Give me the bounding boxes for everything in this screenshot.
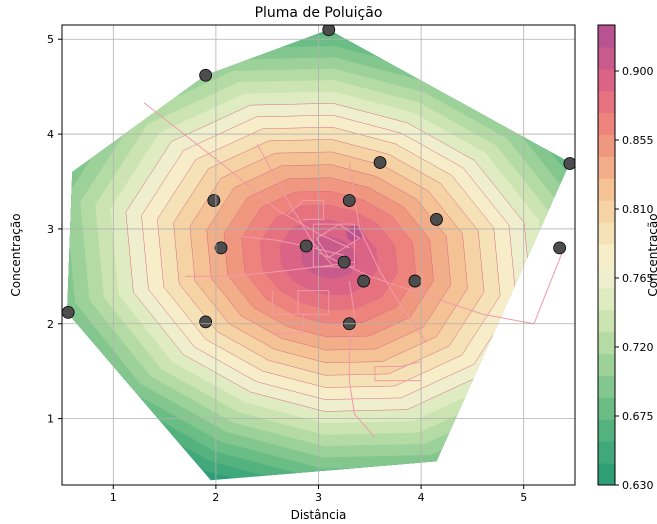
- colorbar-segment: [598, 69, 615, 91]
- scatter-point: [430, 213, 442, 225]
- colorbar-segment: [598, 375, 615, 397]
- scatter-point: [358, 275, 370, 287]
- colorbar-segment: [598, 354, 615, 376]
- plot-title: Pluma de Poluição: [255, 5, 383, 21]
- colorbar-segment: [598, 91, 615, 113]
- colorbar-segment: [598, 178, 615, 200]
- colorbar-segment: [598, 47, 615, 69]
- colorbar-segment: [598, 25, 615, 47]
- xtick-label: 4: [418, 491, 425, 504]
- colorbar-segment: [598, 222, 615, 244]
- scatter-point: [564, 157, 576, 169]
- scatter-point: [343, 194, 355, 206]
- colorbar-tick-label: 0.630: [622, 479, 654, 492]
- colorbar-segment: [598, 310, 615, 332]
- colorbar-tick-label: 0.900: [622, 65, 654, 78]
- y-axis-label: Concentração: [9, 213, 23, 296]
- colorbar-segment: [598, 135, 615, 157]
- scatter-point: [62, 306, 74, 318]
- x-axis-label: Distância: [291, 508, 347, 522]
- xtick-label: 2: [212, 491, 219, 504]
- colorbar-tick-label: 0.675: [622, 410, 654, 423]
- scatter-point: [200, 69, 212, 81]
- colorbar-tick-label: 0.720: [622, 341, 654, 354]
- colorbar-segment: [598, 441, 615, 463]
- ytick-label: 1: [47, 413, 54, 426]
- scatter-point: [215, 242, 227, 254]
- scatter-point: [374, 157, 386, 169]
- scatter-point: [338, 256, 350, 268]
- colorbar-segment: [598, 156, 615, 178]
- colorbar-tick-label: 0.855: [622, 134, 654, 147]
- scatter-point: [323, 24, 335, 36]
- ytick-label: 4: [47, 128, 54, 141]
- scatter-point: [208, 194, 220, 206]
- colorbar-segment: [598, 288, 615, 310]
- colorbar-segment: [598, 244, 615, 266]
- xtick-label: 3: [315, 491, 322, 504]
- colorbar-segment: [598, 419, 615, 441]
- scatter-point: [554, 242, 566, 254]
- ytick-label: 2: [47, 318, 54, 331]
- xtick-label: 1: [110, 491, 117, 504]
- colorbar-segment: [598, 332, 615, 354]
- scatter-point: [300, 240, 312, 252]
- colorbar-segment: [598, 397, 615, 419]
- colorbar-segment: [598, 200, 615, 222]
- colorbar-segment: [598, 113, 615, 135]
- colorbar-segment: [598, 266, 615, 288]
- colorbar-label: Concentração: [646, 213, 657, 296]
- ytick-label: 3: [47, 223, 54, 236]
- colorbar-segment: [598, 463, 615, 485]
- scatter-point: [200, 316, 212, 328]
- scatter-point: [409, 275, 421, 287]
- xtick-label: 5: [520, 491, 527, 504]
- ytick-label: 5: [47, 33, 54, 46]
